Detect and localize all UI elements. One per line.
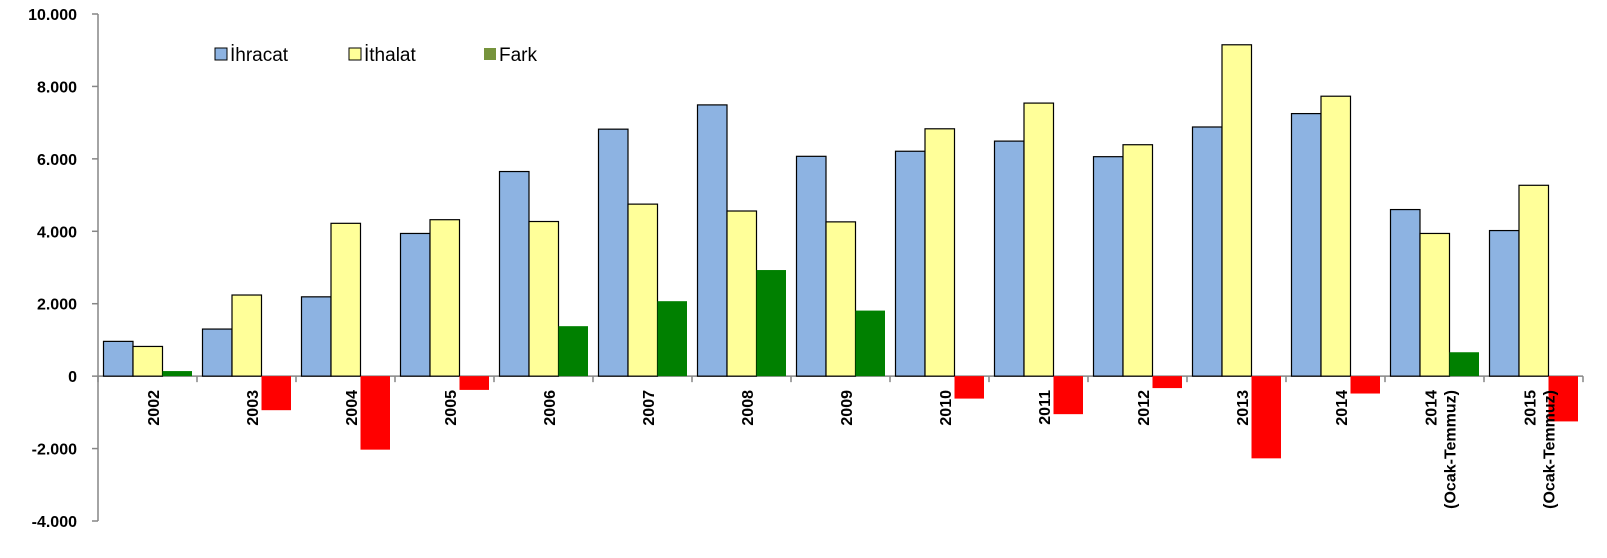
category-label-text: (Ocak-Temmuz) (1542, 390, 1559, 509)
category-label-text: 2011 (1037, 390, 1054, 425)
category-label-text: 2013 (1235, 390, 1252, 426)
category-label-1: 2002 (146, 390, 163, 426)
y-tick-label: -2.000 (32, 442, 77, 459)
bar-ihracat-7 (696, 104, 728, 377)
category-label-12: 2013 (1235, 390, 1252, 426)
bar-ithalat-13 (1320, 95, 1352, 377)
bar-ihracat-5 (498, 170, 530, 377)
category-label-11: 2012 (1136, 390, 1153, 426)
y-tick-label: 2.000 (37, 297, 77, 314)
bar-ithalat-6 (627, 203, 659, 377)
legend-label-ithalat: İthalat (364, 45, 416, 66)
category-label-5: 2006 (542, 390, 559, 426)
legend-label-fark: Fark (499, 45, 538, 66)
y-tick-label: -4.000 (32, 514, 77, 531)
y-tick-label: 0 (68, 369, 77, 386)
bar-ihracat-13 (1290, 112, 1322, 377)
bar-ihracat-8 (795, 155, 827, 377)
category-label-4: 2005 (443, 390, 460, 426)
bar-ithalat-3 (330, 222, 362, 377)
category-label-text: 2014 (1334, 390, 1351, 426)
category-label-10: 2011 (1037, 390, 1054, 425)
legend-label-ihracat: İhracat (230, 45, 289, 66)
bar-fark-8 (855, 310, 885, 377)
y-tick-label: 8.000 (37, 79, 77, 96)
bar-fark-4 (459, 376, 489, 390)
bar-ithalat-11 (1122, 144, 1154, 377)
bar-fark-11 (1152, 376, 1182, 389)
bar-ihracat-15 (1488, 229, 1520, 377)
bar-fark-6 (657, 301, 687, 377)
category-label-15: 2015 (Ocak-Temmuz) (1523, 390, 1559, 509)
bar-ithalat-12 (1221, 44, 1253, 377)
category-label-14: 2014 (Ocak-Temmuz) (1424, 390, 1460, 509)
bar-fark-2 (261, 376, 291, 411)
bar-ithalat-15 (1518, 184, 1550, 377)
category-label-text: 2002 (146, 390, 163, 426)
bar-fark-15 (1548, 376, 1578, 422)
bar-ithalat-10 (1023, 102, 1055, 377)
category-label-text: 2014 (1424, 390, 1441, 426)
category-label-8: 2009 (839, 390, 856, 426)
category-label-text: 2009 (839, 390, 856, 426)
legend-swatch-ihracat (214, 47, 228, 61)
bar-ihracat-4 (399, 232, 431, 377)
legend: İhracat İthalat Fark (214, 45, 538, 66)
y-tick-label: 6.000 (37, 152, 77, 169)
category-label-text: 2010 (938, 390, 955, 426)
y-tick-label: 4.000 (37, 224, 77, 241)
category-label-text: 2008 (740, 390, 757, 426)
bar-ithalat-14 (1419, 232, 1451, 377)
category-label-6: 2007 (641, 390, 658, 426)
bar-ithalat-5 (528, 220, 560, 377)
bar-fark-1 (162, 371, 192, 377)
bar-fark-12 (1251, 376, 1281, 459)
bar-fark-9 (954, 376, 984, 399)
bar-fark-7 (756, 270, 786, 377)
category-label-text: 2004 (344, 390, 361, 426)
bar-ihracat-12 (1191, 126, 1223, 377)
legend-swatch-fark (484, 48, 496, 60)
bar-fark-3 (360, 376, 390, 450)
bar-ithalat-1 (132, 345, 164, 377)
category-label-text: 2007 (641, 390, 658, 426)
category-label-2: 2003 (245, 390, 262, 426)
bar-ihracat-1 (102, 340, 134, 377)
bar-fark-13 (1350, 376, 1380, 394)
y-axis: -4.000 -2.000 0 2.000 4.000 6.000 8.000 10.000 (28, 7, 99, 531)
bar-ihracat-11 (1092, 156, 1124, 377)
bar-fark-14 (1449, 352, 1479, 377)
bar-ihracat-2 (201, 328, 233, 377)
bar-ihracat-9 (894, 150, 926, 377)
category-label-7: 2008 (740, 390, 757, 426)
bar-ithalat-2 (231, 294, 263, 377)
category-label-3: 2004 (344, 390, 361, 426)
category-label-text: (Ocak-Temmuz) (1443, 390, 1460, 509)
bar-ihracat-14 (1389, 208, 1421, 377)
category-label-text: 2005 (443, 390, 460, 426)
category-label-text: 2006 (542, 390, 559, 426)
bar-ithalat-4 (429, 219, 461, 377)
bar-ithalat-9 (924, 128, 956, 377)
category-label-text: 2012 (1136, 390, 1153, 426)
legend-swatch-ithalat (348, 47, 362, 61)
category-labels: 2002 2003 2004 2005 2006 2007 2008 2009 2010 2011… (146, 390, 1559, 509)
category-label-9: 2010 (938, 390, 955, 426)
bar-ihracat-3 (300, 296, 332, 377)
category-label-13: 2014 (1334, 390, 1351, 426)
bar-ithalat-8 (825, 221, 857, 377)
bars (102, 44, 1578, 459)
bar-ihracat-6 (597, 128, 629, 377)
bar-ihracat-10 (993, 140, 1025, 377)
bar-fark-5 (558, 326, 588, 377)
category-label-text: 2003 (245, 390, 262, 426)
y-tick-label: 10.000 (28, 7, 77, 24)
bar-fark-10 (1053, 376, 1083, 415)
bar-ithalat-7 (726, 210, 758, 377)
category-label-text: 2015 (1523, 390, 1540, 426)
